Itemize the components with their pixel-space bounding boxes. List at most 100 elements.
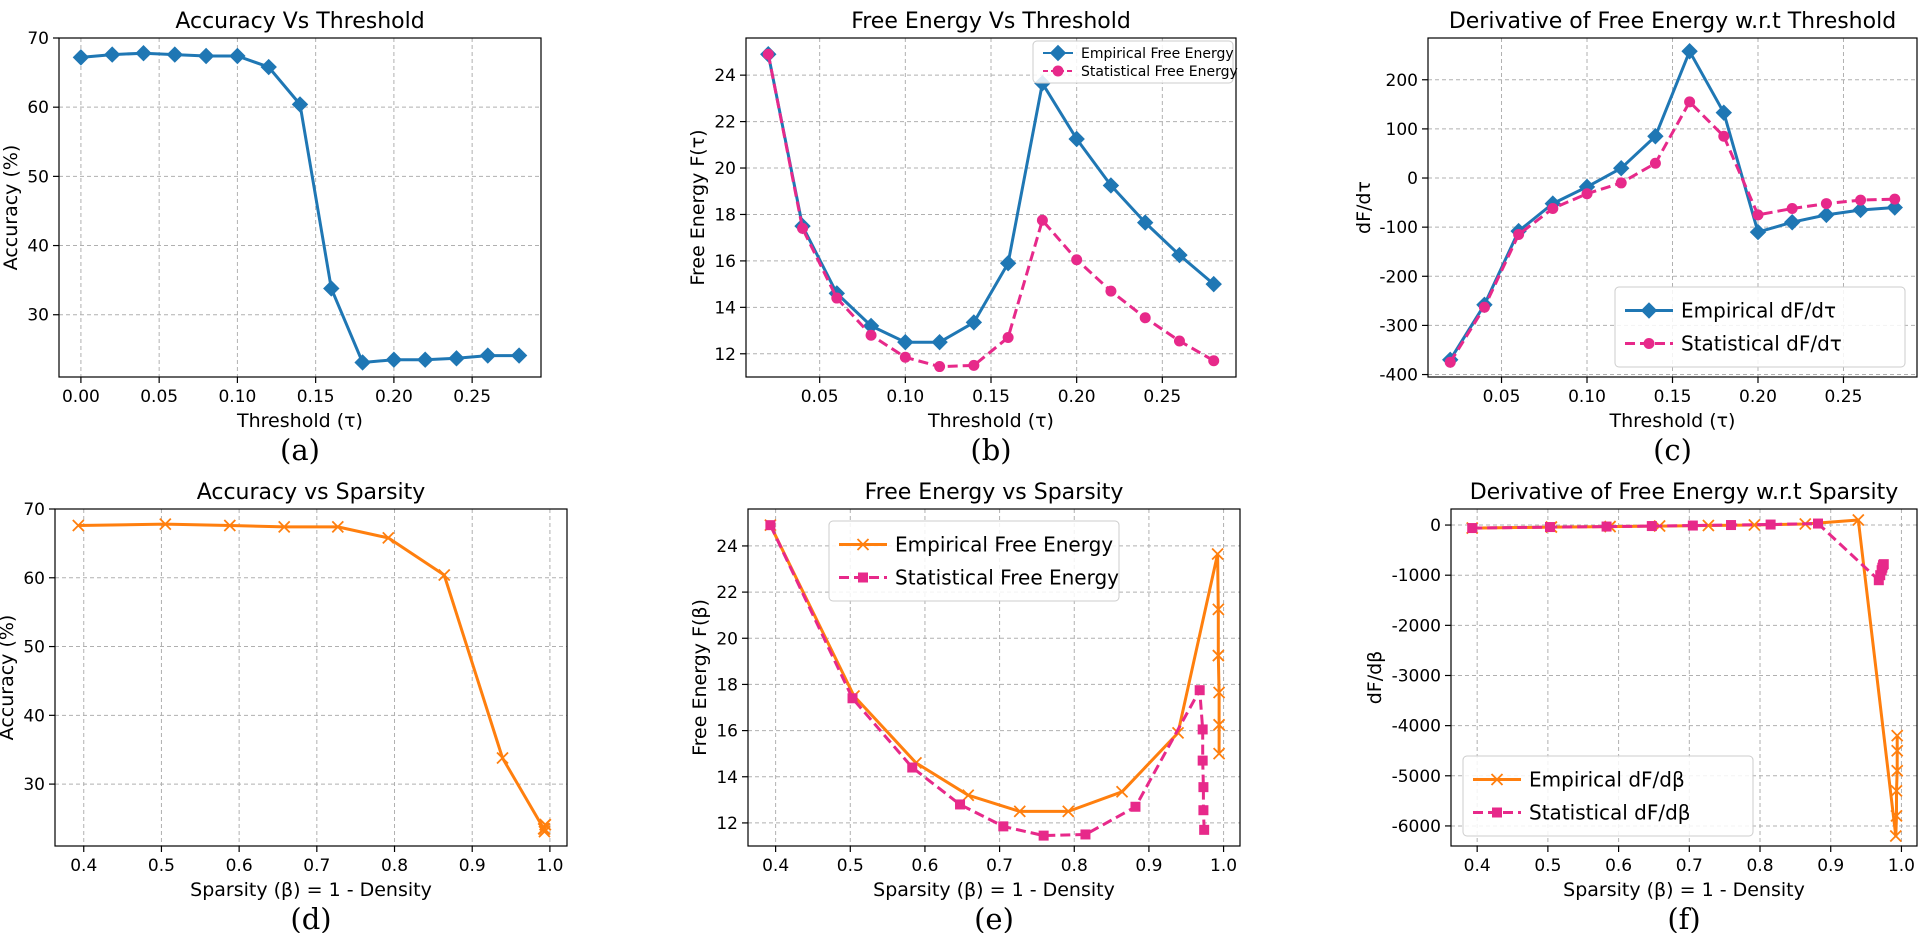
x-tick-label: 0.4 bbox=[762, 856, 789, 876]
data-point bbox=[1062, 805, 1075, 818]
y-tick-label: 60 bbox=[23, 569, 45, 589]
data-point bbox=[998, 821, 1009, 832]
y-tick-label: -100 bbox=[1379, 218, 1418, 238]
series-accuracy bbox=[72, 45, 528, 371]
x-tick-label: 0.15 bbox=[297, 387, 335, 407]
data-point bbox=[1715, 104, 1733, 121]
legend-marker bbox=[856, 538, 870, 551]
data-point bbox=[797, 222, 809, 234]
y-tick-label: 16 bbox=[716, 722, 738, 742]
data-point bbox=[479, 347, 496, 364]
x-tick-label: 0.15 bbox=[1654, 387, 1692, 407]
y-tick-label: -6000 bbox=[1392, 817, 1441, 837]
chart-title: Free Energy vs Sparsity bbox=[865, 480, 1124, 505]
series-line bbox=[766, 54, 1215, 344]
y-axis-label: dF/dτ bbox=[1353, 181, 1375, 234]
data-point bbox=[1102, 177, 1120, 194]
data-point bbox=[1820, 198, 1832, 210]
data-point bbox=[1444, 356, 1456, 368]
y-tick-label: 12 bbox=[716, 814, 738, 834]
x-tick-label: 0.5 bbox=[837, 856, 864, 876]
series-statistical-df-d bbox=[1444, 96, 1901, 368]
y-tick-label: 18 bbox=[716, 675, 738, 695]
legend: Empirical Free Energy Statistical Free En… bbox=[828, 520, 1120, 602]
data-point bbox=[1684, 96, 1696, 108]
data-point bbox=[1071, 254, 1083, 266]
data-point bbox=[1547, 202, 1559, 214]
data-point bbox=[1171, 726, 1185, 740]
y-tick-label: 20 bbox=[714, 159, 736, 179]
legend-marker bbox=[1643, 338, 1655, 349]
data-point bbox=[1601, 521, 1612, 532]
data-point bbox=[1478, 301, 1490, 313]
y-axis-label: Accuracy (%) bbox=[0, 615, 18, 741]
y-tick-label: 12 bbox=[714, 345, 736, 365]
data-point bbox=[1212, 718, 1226, 731]
y-tick-label: -200 bbox=[1379, 267, 1418, 287]
x-tick-label: 0.5 bbox=[148, 856, 175, 876]
y-tick-label: 50 bbox=[23, 638, 45, 658]
data-point bbox=[765, 520, 776, 531]
data-point bbox=[438, 568, 451, 582]
y-tick-label: 50 bbox=[27, 167, 49, 187]
legend-label: Empirical Free Energy bbox=[895, 533, 1113, 557]
data-point bbox=[1544, 522, 1555, 533]
data-point bbox=[1080, 829, 1091, 840]
legend-box bbox=[1032, 40, 1234, 84]
y-axis-label: Free Energy F(τ) bbox=[687, 129, 709, 285]
data-point bbox=[1198, 782, 1209, 793]
x-tick-label: 1.0 bbox=[536, 856, 563, 876]
data-point bbox=[1197, 724, 1208, 735]
y-tick-label: 200 bbox=[1386, 71, 1418, 91]
y-tick-label: 0 bbox=[1407, 169, 1418, 189]
y-axis-label: Free Energy F(β) bbox=[689, 599, 711, 756]
data-point bbox=[1681, 43, 1698, 60]
data-point bbox=[1873, 575, 1884, 586]
data-point bbox=[260, 58, 277, 76]
x-axis-label: Threshold (τ) bbox=[927, 410, 1054, 432]
x-tick-label: 0.7 bbox=[303, 856, 330, 876]
data-point bbox=[1581, 188, 1593, 200]
x-tick-label: 0.4 bbox=[70, 856, 97, 876]
panel-b: 0.05 0.10 0.15 0.20 0.25 12 14 16 18 20 22 24 Free E… bbox=[687, 9, 1238, 467]
data-point bbox=[762, 48, 774, 60]
data-point bbox=[1726, 520, 1737, 531]
panel-caption: (f) bbox=[1667, 902, 1700, 933]
data-point bbox=[1889, 829, 1902, 843]
data-point bbox=[962, 789, 975, 802]
data-point bbox=[1205, 275, 1222, 293]
legend-label: Statistical dF/dβ bbox=[1529, 801, 1691, 825]
panel-d: 0.4 0.5 0.6 0.7 0.8 0.9 1.0 30 40 50 60 70 Accuracy … bbox=[0, 480, 568, 933]
series-line bbox=[766, 54, 1215, 369]
legend-label: Empirical dF/dβ bbox=[1529, 768, 1685, 792]
data-point bbox=[1467, 523, 1478, 534]
plot-frame bbox=[54, 508, 568, 847]
series-statistical-free-energy bbox=[765, 520, 1210, 841]
y-tick-label: -300 bbox=[1379, 316, 1418, 336]
data-point bbox=[1115, 785, 1129, 798]
y-tick-label: 14 bbox=[714, 298, 736, 318]
panel-c: 0.05 0.10 0.15 0.20 0.25 -400 -300 -200 -100 0 100… bbox=[1353, 9, 1918, 467]
data-point bbox=[1786, 202, 1798, 214]
x-tick-label: 0.9 bbox=[1135, 856, 1162, 876]
y-tick-label: 70 bbox=[23, 500, 45, 520]
data-point bbox=[197, 47, 215, 65]
legend: Empirical dF/dβ Statistical dF/dβ bbox=[1462, 755, 1754, 837]
data-point bbox=[847, 693, 858, 704]
x-tick-label: 0.00 bbox=[62, 387, 100, 407]
data-point bbox=[865, 329, 877, 341]
data-point bbox=[1718, 130, 1730, 142]
plot-frame bbox=[747, 508, 1241, 847]
y-tick-label: 20 bbox=[716, 629, 738, 649]
x-axis-label: Sparsity (β) = 1 - Density bbox=[873, 879, 1115, 901]
series-line bbox=[1472, 518, 1899, 838]
y-tick-label: -3000 bbox=[1392, 666, 1441, 686]
data-point bbox=[831, 292, 843, 304]
y-axis-label: dF/dβ bbox=[1364, 651, 1386, 705]
data-point bbox=[1212, 686, 1226, 699]
y-tick-label: 70 bbox=[27, 29, 49, 49]
data-point bbox=[1687, 520, 1698, 531]
legend: Empirical dF/dτ Statistical dF/dτ bbox=[1614, 286, 1906, 368]
legend-marker bbox=[1052, 65, 1064, 77]
